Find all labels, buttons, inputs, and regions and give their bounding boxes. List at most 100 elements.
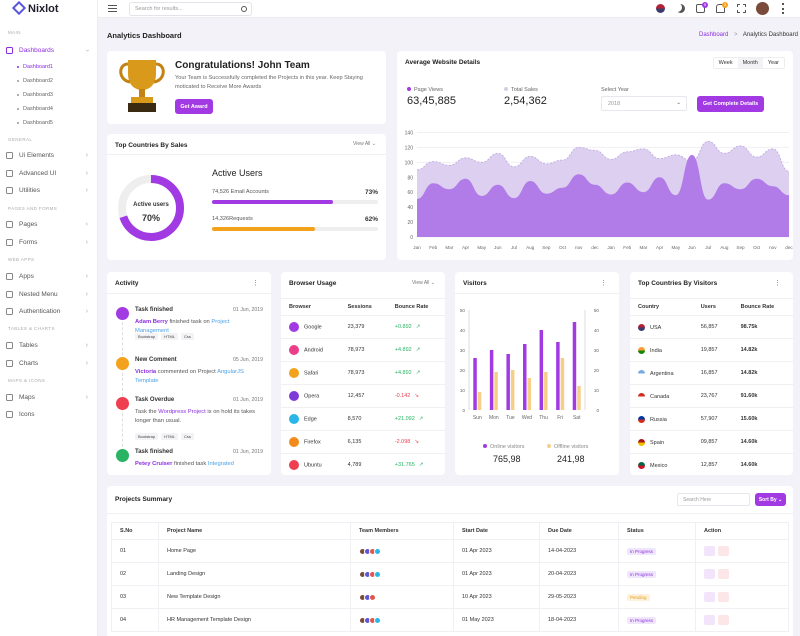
activity-text-part[interactable]: AngularJS Template — [135, 369, 244, 384]
delete-icon[interactable] — [718, 569, 729, 579]
year-select[interactable]: 2018 ⌄ — [601, 96, 687, 111]
avatar[interactable] — [756, 2, 769, 15]
bounce-rate: +4.892 — [394, 370, 412, 376]
topbar: Search for results... 9 3 — [98, 0, 800, 18]
app-logo[interactable]: Nixlot — [0, 0, 97, 18]
x-tick-label: Thu — [539, 415, 548, 421]
sidebar-item-label: Dashboards — [19, 47, 55, 54]
tab-month[interactable]: Month — [737, 58, 763, 68]
avatar[interactable] — [374, 547, 381, 555]
get-award-button[interactable]: Get Award — [175, 99, 213, 114]
tag: Bootstrap — [135, 333, 159, 340]
sidebar-item-dashboards[interactable]: Dashboards › — [6, 44, 94, 57]
activity-status-icon — [116, 449, 129, 462]
bounce-rate-cell: +21.092 ↗ — [386, 407, 445, 431]
bell-icon[interactable]: 3 — [716, 2, 728, 13]
section-label-maps: MAPS & ICONS — [8, 378, 46, 383]
delete-icon[interactable] — [718, 592, 729, 602]
sidebar-sub-dashboard3[interactable]: Dashboard3 — [17, 92, 53, 98]
lock-icon — [6, 308, 13, 315]
sidebar-item-pages[interactable]: Pages › — [6, 218, 94, 231]
sidebar-sub-dashboard2[interactable]: Dashboard2 — [17, 78, 53, 84]
sidebar-item-apps[interactable]: Apps › — [6, 270, 94, 283]
x-tick-label: May — [671, 245, 680, 250]
view-all-link[interactable]: View All ⌄ — [412, 280, 435, 286]
edit-icon[interactable] — [704, 615, 715, 625]
active-users-donut — [118, 175, 184, 241]
breadcrumb-root[interactable]: Dashboard — [699, 32, 729, 38]
search-input[interactable]: Search for results... — [129, 2, 252, 16]
activity-text-part[interactable]: Victoria — [135, 369, 157, 375]
projects-search-input[interactable]: Search Here — [677, 493, 750, 506]
sidebar-item-charts[interactable]: Charts › — [6, 357, 94, 370]
email-progress — [212, 200, 378, 204]
flag-usa-icon[interactable] — [656, 4, 665, 13]
cart-icon[interactable]: 9 — [696, 2, 708, 13]
bar-offline — [527, 378, 531, 410]
bounce-rate-cell: 14.82k — [732, 361, 793, 385]
col-header: Bounce Rate — [386, 298, 445, 316]
tab-week[interactable]: Week — [718, 60, 733, 66]
fullscreen-icon[interactable] — [737, 4, 746, 13]
sidebar-item-ui-elements[interactable]: Ui Elements › — [6, 149, 94, 162]
activity-text-part[interactable]: Integrated — [207, 461, 234, 467]
team-members-cell — [350, 585, 454, 609]
activity-text-part[interactable]: Wordpress Project — [158, 409, 206, 415]
sort-by-button[interactable]: Sort By ⌄ — [755, 493, 786, 506]
y-tick-label-right: 50 — [594, 308, 600, 313]
get-details-button[interactable]: Get Complete Details — [697, 96, 764, 112]
settings-icon[interactable] — [782, 3, 784, 14]
col-header: Team Members — [350, 522, 454, 540]
activity-text-part[interactable]: Adam Berry — [135, 319, 168, 325]
avatar[interactable] — [374, 570, 381, 578]
status-cell: In Progress — [618, 562, 696, 586]
edit-icon[interactable] — [704, 569, 715, 579]
country-name: Canada — [650, 393, 670, 400]
logo-icon — [11, 0, 27, 16]
x-tick-label: Oct — [753, 245, 761, 250]
sidebar-item-tables[interactable]: Tables › — [6, 339, 94, 352]
more-icon[interactable]: ⋮ — [600, 280, 607, 287]
sidebar-item-authentication[interactable]: Authentication › — [6, 305, 94, 318]
x-tick-label: Sat — [573, 415, 581, 421]
menu-toggle-icon[interactable] — [108, 5, 117, 12]
activity-status-icon — [116, 307, 129, 320]
delete-icon[interactable] — [718, 546, 729, 556]
tag: HTML — [161, 433, 179, 440]
avatar[interactable] — [369, 593, 376, 601]
sidebar-item-icons[interactable]: Icons — [6, 408, 94, 421]
sidebar-item-nested-menu[interactable]: Nested Menu › — [6, 288, 94, 301]
chevron-icon: › — [85, 239, 88, 246]
more-icon[interactable]: ⋮ — [252, 280, 259, 287]
edit-icon[interactable] — [704, 546, 715, 556]
country-cell: Canada — [630, 384, 693, 408]
sidebar-item-advanced-ui[interactable]: Advanced UI › — [6, 167, 94, 180]
activity-status-icon — [116, 357, 129, 370]
tab-year[interactable]: Year — [767, 60, 779, 66]
activity-title: Task finished — [135, 449, 173, 455]
sidebar-sub-dashboard4[interactable]: Dashboard4 — [17, 106, 53, 112]
activity-text-part[interactable]: Project Management — [135, 319, 230, 334]
delete-icon[interactable] — [718, 615, 729, 625]
sidebar-item-utilities[interactable]: Utilities › — [6, 184, 94, 197]
sidebar-sub-dashboard1[interactable]: Dashboard1 — [17, 64, 53, 70]
x-tick-label: Apr — [462, 245, 470, 250]
sidebar-sub-dashboard5[interactable]: Dashboard5 — [17, 120, 53, 126]
sessions-cell: 23,379 — [339, 315, 387, 339]
sidebar-item-forms[interactable]: Forms › — [6, 236, 94, 249]
search-icon[interactable] — [241, 5, 247, 12]
col-header: Country — [630, 298, 693, 316]
bar-online — [489, 350, 494, 410]
sidebar-item-maps[interactable]: Maps › — [6, 391, 94, 404]
view-all-link[interactable]: View All ⌄ — [353, 141, 376, 147]
start-date-cell: 10 Apr 2023 — [453, 585, 540, 609]
activity-text-part[interactable]: Petey Cruiser — [135, 461, 173, 467]
users-cell: 23,767 — [692, 384, 733, 408]
avatar[interactable] — [374, 616, 381, 624]
moon-icon[interactable] — [676, 4, 685, 13]
trend-down-icon: ↘ — [414, 393, 419, 399]
more-icon[interactable]: ⋮ — [774, 280, 781, 287]
edit-icon[interactable] — [704, 592, 715, 602]
total-sales-legend: Total Sales — [504, 87, 538, 93]
ui-icon — [6, 152, 13, 159]
